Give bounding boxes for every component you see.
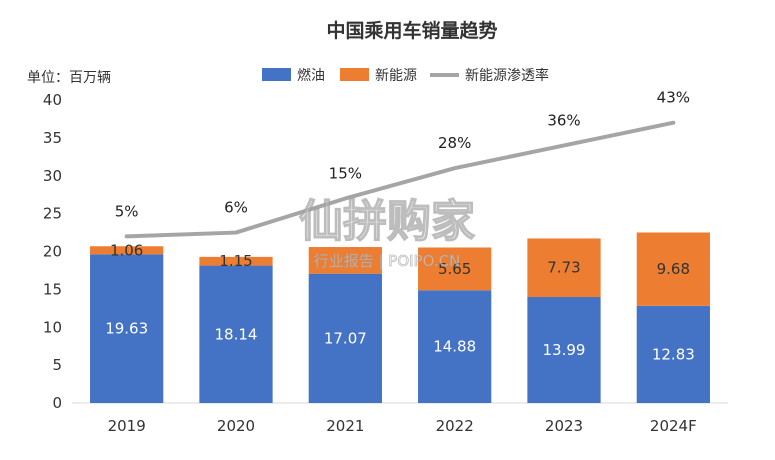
y-tick-label: 25 <box>43 205 62 223</box>
y-tick-label: 40 <box>43 91 62 109</box>
x-tick-label: 2024F <box>650 417 697 435</box>
penetration-label: 28% <box>438 134 471 152</box>
bars: 19.63 1.06 18.14 1.15 17.07 14.88 5.65 13.99 7.7… <box>90 232 710 403</box>
bar-fuel-label: 12.83 <box>652 345 695 363</box>
x-tick-label: 2021 <box>326 417 364 435</box>
bar-nev <box>418 247 492 291</box>
legend-label-fuel: 燃油 <box>297 67 325 84</box>
bar-fuel-label: 19.63 <box>105 320 148 338</box>
legend-label-nev: 新能源 <box>375 68 417 84</box>
bar-fuel <box>527 297 601 403</box>
x-tick-label: 2019 <box>108 417 146 435</box>
y-tick-label: 30 <box>43 167 62 185</box>
bar-nev <box>90 246 164 255</box>
bar-nev <box>308 247 382 274</box>
y-axis: 0 5 10 15 20 25 30 35 40 <box>43 91 62 412</box>
bar-fuel <box>308 273 382 403</box>
legend-label-penetration: 新能源渗透率 <box>465 67 549 84</box>
x-tick-label: 2020 <box>217 417 255 435</box>
y-tick-label: 0 <box>52 394 62 412</box>
penetration-label: 43% <box>657 89 690 107</box>
y-tick-label: 5 <box>52 356 62 374</box>
bar-fuel-label: 13.99 <box>543 341 586 359</box>
penetration-line-layer: 5% 6% 15% 28% 36% 43% <box>115 89 690 239</box>
penetration-label: 5% <box>115 202 139 220</box>
bar-nev-label: 9.68 <box>657 260 690 278</box>
x-axis: 2019 2020 2021 2022 2023 2024F <box>108 417 697 435</box>
bar-nev-label: 1.06 <box>110 241 143 259</box>
penetration-line <box>124 120 676 239</box>
bar-nev <box>636 232 710 306</box>
bar-fuel <box>418 290 492 403</box>
penetration-label: 6% <box>224 199 248 217</box>
unit-label: 单位：百万辆 <box>27 70 111 86</box>
bar-nev-label: 5.65 <box>438 260 471 278</box>
y-tick-label: 10 <box>43 318 62 336</box>
y-tick-label: 15 <box>43 280 62 298</box>
bar-fuel <box>90 254 164 403</box>
chart-title: 中国乘用车销量趋势 <box>326 19 497 42</box>
bar-nev <box>527 238 601 298</box>
x-tick-label: 2023 <box>545 417 583 435</box>
watermark-brand: 仙拼购家 <box>299 196 475 247</box>
penetration-label: 36% <box>547 111 580 129</box>
legend-swatch-fuel <box>262 68 291 81</box>
bar-fuel-label: 17.07 <box>324 329 367 347</box>
y-tick-label: 35 <box>43 129 62 147</box>
bar-fuel <box>636 305 710 403</box>
y-tick-label: 20 <box>43 243 62 261</box>
bar-nev-label: 1.15 <box>219 252 252 270</box>
legend: 燃油 新能源 新能源渗透率 <box>262 67 549 84</box>
bar-fuel-label: 14.88 <box>433 338 476 356</box>
watermark-sub: 行业报告 | POIPO.CN <box>314 252 461 270</box>
watermark: 仙拼购家 行业报告 | POIPO.CN <box>298 195 475 270</box>
bar-nev <box>199 256 273 266</box>
bar-fuel <box>199 265 273 403</box>
bar-fuel-label: 18.14 <box>215 325 258 343</box>
legend-swatch-nev <box>340 68 369 81</box>
penetration-label: 15% <box>329 164 362 182</box>
bar-nev-label: 7.73 <box>547 259 580 277</box>
x-tick-label: 2022 <box>436 417 474 435</box>
